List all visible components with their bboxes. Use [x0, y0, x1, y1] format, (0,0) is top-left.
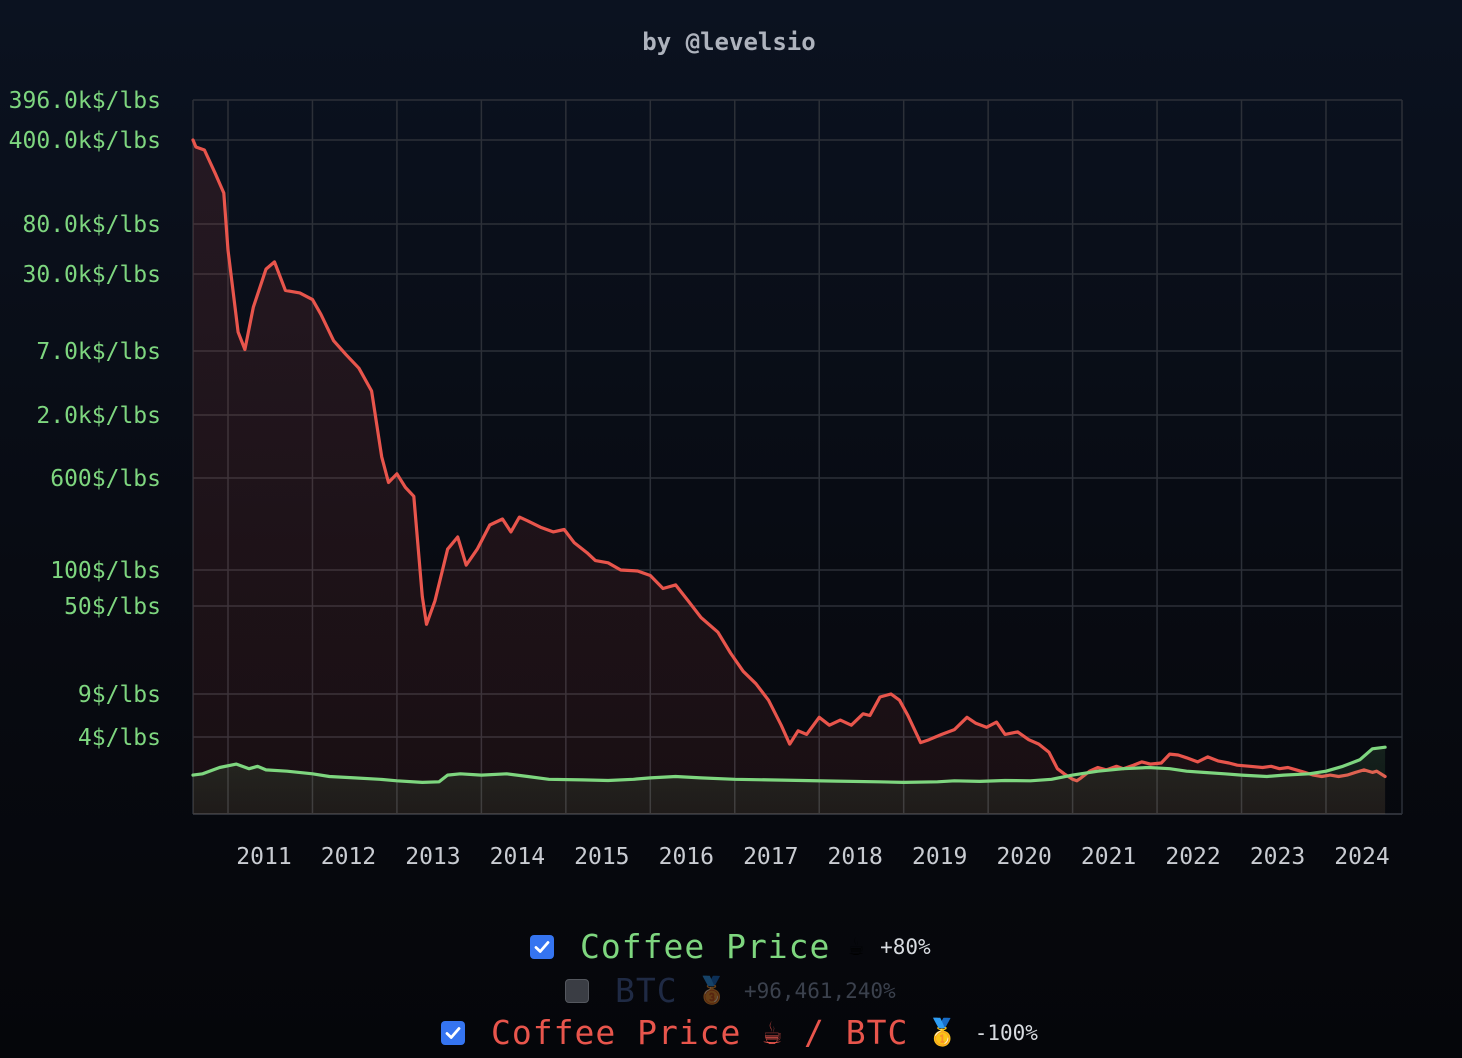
- y-tick-label: 100$/lbs: [50, 558, 161, 584]
- y-tick-label: 4$/lbs: [78, 725, 161, 751]
- legend-change-coffee-per-btc: -100%: [974, 1020, 1038, 1045]
- legend-item-coffee-price[interactable]: Coffee Price ☕ +80%: [530, 927, 931, 966]
- x-tick-label: 2024: [1334, 844, 1389, 870]
- gold-medal-icon: 🥇: [926, 1017, 959, 1048]
- series-coffee-price-line: [191, 745, 1387, 784]
- x-tick-label: 2016: [659, 844, 714, 870]
- x-tick-label: 2014: [490, 844, 545, 870]
- x-tick-label: 2013: [405, 844, 460, 870]
- x-tick-label: 2022: [1165, 844, 1220, 870]
- chart-canvas: 396.0k$/lbs 400.0k$/lbs 80.0k$/lbs 30.0k$/l…: [9, 88, 1403, 870]
- series-coffee-per-btc-line: [191, 138, 1387, 783]
- y-tick-label: 400.0k$/lbs: [9, 128, 161, 154]
- y-tick-label: 50$/lbs: [64, 594, 161, 620]
- legend-change-coffee-price: +80%: [880, 934, 931, 959]
- y-tick-label: 80.0k$/lbs: [23, 212, 161, 238]
- checkmark-icon: [534, 940, 550, 953]
- legend-item-btc[interactable]: BTC 🥉 +96,461,240%: [565, 971, 896, 1010]
- legend-label-coffee-per-btc: Coffee Price ☕ / BTC: [491, 1013, 909, 1052]
- x-tick-label: 2021: [1081, 844, 1136, 870]
- legend-item-coffee-per-btc[interactable]: Coffee Price ☕ / BTC 🥇 -100%: [441, 1013, 1038, 1052]
- y-tick-label: 396.0k$/lbs: [9, 88, 161, 114]
- x-tick-label: 2019: [912, 844, 967, 870]
- x-tick-label: 2011: [236, 844, 291, 870]
- checkmark-icon: [445, 1026, 461, 1039]
- legend-checkbox-btc[interactable]: [565, 978, 589, 1003]
- legend-label-coffee-price: Coffee Price: [580, 927, 831, 966]
- bronze-medal-icon: 🥉: [695, 975, 728, 1006]
- y-axis-ticks: 396.0k$/lbs 400.0k$/lbs 80.0k$/lbs 30.0k$/l…: [9, 88, 161, 751]
- x-tick-label: 2020: [996, 844, 1051, 870]
- legend-checkbox-coffee-per-btc[interactable]: [441, 1020, 465, 1045]
- x-tick-label: 2017: [743, 844, 798, 870]
- legend-label-btc: BTC: [615, 971, 678, 1010]
- y-tick-label: 9$/lbs: [78, 682, 161, 708]
- series-coffee-per-btc-area: [193, 140, 1386, 814]
- legend-checkbox-coffee-price[interactable]: [530, 934, 554, 959]
- y-tick-label: 30.0k$/lbs: [23, 262, 161, 288]
- x-tick-label: 2023: [1250, 844, 1305, 870]
- x-axis-ticks: 2011 2012 2013 2014 2015 2016 2017 2018 2019 2020…: [236, 844, 1389, 870]
- series-layer: [191, 138, 1387, 814]
- y-tick-label: 7.0k$/lbs: [36, 339, 161, 365]
- x-tick-label: 2018: [828, 844, 883, 870]
- legend-change-btc: +96,461,240%: [743, 978, 896, 1003]
- x-tick-label: 2015: [574, 844, 629, 870]
- x-tick-label: 2012: [321, 844, 376, 870]
- y-tick-label: 2.0k$/lbs: [36, 403, 161, 429]
- coffee-cup-icon: ☕: [848, 931, 865, 962]
- y-tick-label: 600$/lbs: [50, 466, 161, 492]
- chart-credit: by @levelsio: [642, 28, 816, 56]
